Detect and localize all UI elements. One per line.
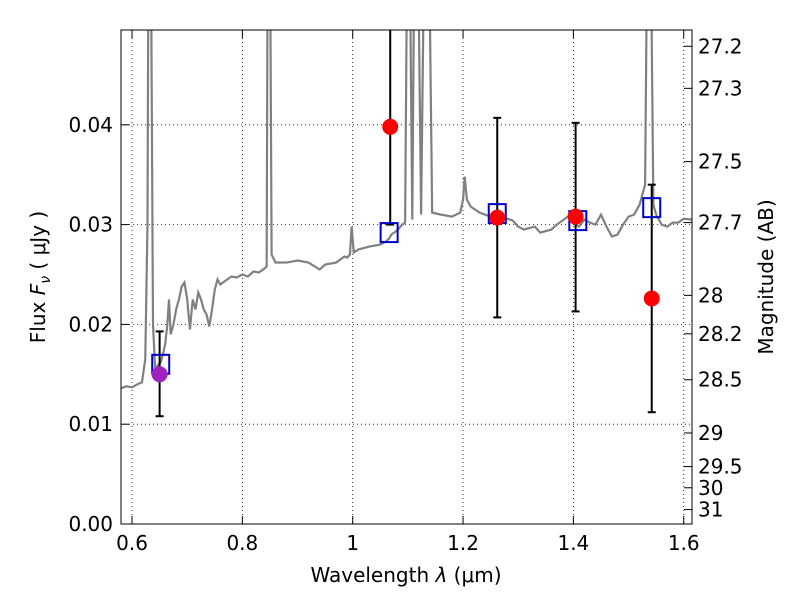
x-tick-label: 1.2 <box>447 531 479 555</box>
y-axis-label: Flux Fν ( μJy ) <box>26 211 54 343</box>
magnitude-tick-label: 28.5 <box>698 368 743 392</box>
x-tick-labels: 0.6 0.8 1 1.2 1.4 1.6 <box>116 531 700 555</box>
magnitude-tick-label: 29 <box>698 421 723 445</box>
magnitude-axis-label: Magnitude (AB) <box>754 199 778 354</box>
magnitude-tick-label: 28 <box>698 283 723 307</box>
axis-ticks <box>121 30 692 525</box>
y-tick-label: 0.02 <box>68 312 113 336</box>
x-tick-label: 1 <box>346 531 359 555</box>
plot-area <box>121 30 692 418</box>
x-axis-label: Wavelength λ (μm) <box>310 563 501 587</box>
y-tick-label: 0.03 <box>68 213 113 237</box>
magnitude-tick-label: 28.2 <box>698 322 743 346</box>
observed-point <box>489 209 506 226</box>
x-tick-label: 1.6 <box>668 531 700 555</box>
y-tick-label: 0.00 <box>68 512 113 536</box>
model-square-marker <box>642 197 662 219</box>
observed-point <box>643 290 660 307</box>
model-square-marker <box>379 222 399 244</box>
magnitude-tick-label: 27.2 <box>698 34 743 58</box>
model-markers <box>151 197 662 375</box>
observed-point <box>567 208 584 225</box>
spectrum-line <box>121 30 692 390</box>
y-tick-label: 0.01 <box>68 412 113 436</box>
x-tick-label: 1.4 <box>557 531 589 555</box>
magnitude-tick-label: 30 <box>698 476 723 500</box>
x-tick-label: 0.6 <box>116 531 148 555</box>
magnitude-tick-label: 27.3 <box>698 76 743 100</box>
magnitude-tick-label: 27.7 <box>698 211 743 235</box>
magnitude-tick-label: 31 <box>698 498 723 522</box>
observed-point <box>151 366 168 383</box>
x-tick-label: 0.8 <box>226 531 258 555</box>
plot-frame <box>120 29 693 525</box>
magnitude-tick-label: 27.5 <box>698 150 743 174</box>
y-tick-labels: 0.00 0.01 0.02 0.03 0.04 <box>68 113 113 536</box>
y-tick-label: 0.04 <box>68 113 113 137</box>
observed-point <box>382 118 399 135</box>
magnitude-tick-label: 29.5 <box>698 455 743 479</box>
observed-markers <box>151 118 660 383</box>
